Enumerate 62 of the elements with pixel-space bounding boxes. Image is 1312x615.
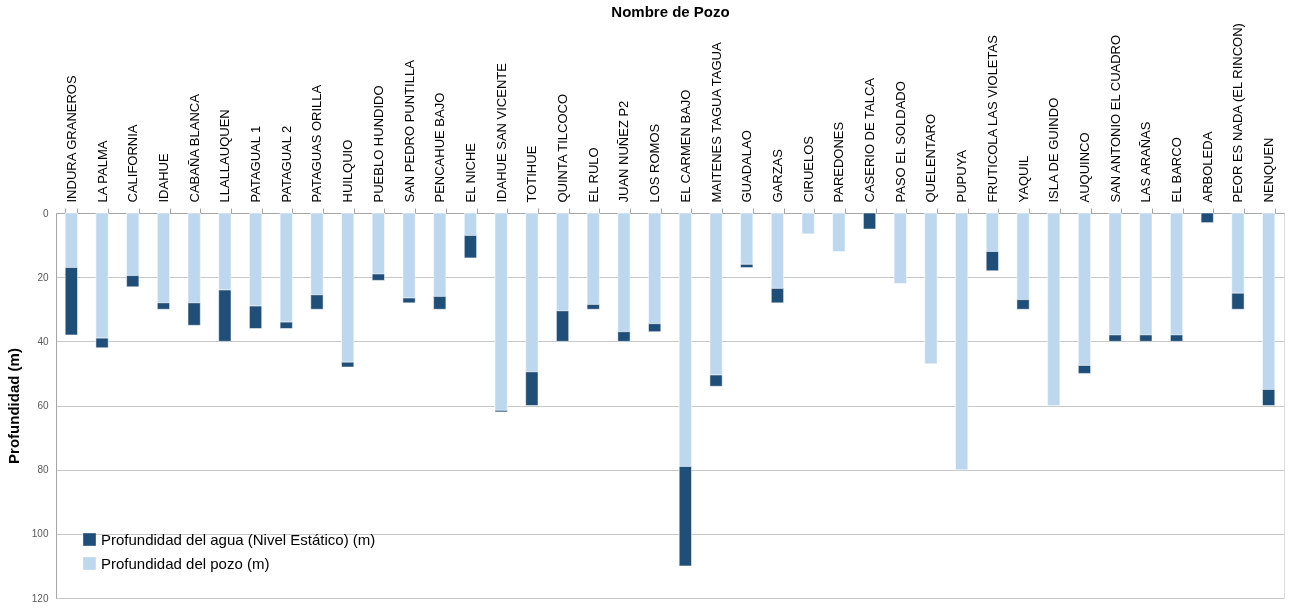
x-tick-label: CASERIO DE TALCA <box>862 77 878 203</box>
x-tick-label: JUAN NUÑEZ P2 <box>616 100 632 203</box>
x-tick-label: FRUTICOLA LAS VIOLETAS <box>984 34 1000 203</box>
bar <box>494 212 508 411</box>
x-tick-label: QUINTA TILCOCO <box>555 93 571 203</box>
x-tick-label: GUADALAO <box>739 130 755 203</box>
y-tick-label: 40 <box>37 335 49 347</box>
x-tick-label: EL BARCO <box>1169 137 1185 203</box>
bar <box>1200 212 1214 223</box>
x-tick-label: PATAGUAS ORILLA <box>309 84 325 203</box>
x-tick-label: CIRUELOS <box>800 135 816 203</box>
x-tick-label: YAQUIL <box>1015 155 1031 203</box>
x-tick-label: NENQUEN <box>1261 137 1277 203</box>
bar <box>740 212 754 265</box>
y-axis-title: Profundidad (m) <box>4 348 22 464</box>
x-tick-label: EL NICHE <box>462 142 478 203</box>
bar <box>402 212 416 299</box>
x-tick-label: PASO EL SOLDADO <box>892 81 908 203</box>
bar <box>863 212 876 230</box>
x-tick-label: TOTIHUE <box>524 145 540 203</box>
y-tick-label: 60 <box>37 400 49 411</box>
x-tick-label: PATAGUAL 2 <box>278 125 294 203</box>
y-tick-label: 100 <box>31 528 49 540</box>
x-tick-label: IDAHUE SAN VICENTE <box>493 62 509 203</box>
x-tick-label: LLALLAUQUEN <box>217 109 233 203</box>
x-tick-label: ISLA DE GUINDO <box>1046 97 1062 203</box>
x-tick-label: EL CARMEN BAJO <box>677 89 693 203</box>
x-tick-label: IDAHUE <box>155 153 171 203</box>
x-tick-label: QUELENTARO <box>923 113 939 203</box>
x-tick-label: MAITENES TAGUA TAGUA <box>708 42 724 203</box>
x-tick-label: LA PALMA <box>94 140 110 203</box>
x-tick-label: PUPUYA <box>954 149 970 203</box>
x-tick-label: ARBOLEDA <box>1199 131 1215 203</box>
bar <box>832 212 846 252</box>
x-tick-label: EL RULO <box>585 147 601 203</box>
x-tick-label: LOS ROMOS <box>647 123 663 203</box>
y-tick-label: 120 <box>31 592 49 604</box>
y-tick-label: 80 <box>37 464 49 476</box>
x-tick-label: SAN PEDRO PUNTILLA <box>401 59 417 203</box>
bar <box>801 212 815 235</box>
x-tick-label: CALIFORNIA <box>125 124 141 203</box>
y-tick-label: 0 <box>42 207 49 219</box>
bar <box>893 212 907 284</box>
x-tick-label: INDURA GRANEROS <box>63 75 79 203</box>
bar <box>1047 212 1061 406</box>
x-tick-label: LAS ARAÑAS <box>1138 121 1154 203</box>
legend-label: Profundidad del agua (Nivel Estático) (m) <box>101 530 376 548</box>
x-tick-label: AUQUINCO <box>1076 132 1092 203</box>
x-tick-label: GARZAS <box>769 148 785 203</box>
x-tick-label: HUILQUIO <box>340 139 356 203</box>
y-tick-label: 20 <box>37 271 49 283</box>
x-axis-title: Nombre de Pozo <box>611 2 730 20</box>
x-tick-label: PEOR ES NADA (EL RINCON) <box>1230 23 1246 203</box>
x-tick-label: PAREDONES <box>831 121 847 203</box>
x-tick-label: PATAGUAL 1 <box>248 125 264 203</box>
bar <box>924 212 938 365</box>
x-tick-label: PUEBLO HUNDIDO <box>370 85 386 203</box>
legend-label: Profundidad del pozo (m) <box>101 554 270 572</box>
x-tick-label: PENCAHUE BAJO <box>432 92 448 203</box>
x-tick-label: SAN ANTONIO EL CUADRO <box>1107 34 1123 203</box>
x-tick-label: CABAÑA BLANCA <box>186 93 202 203</box>
bar <box>955 212 969 470</box>
